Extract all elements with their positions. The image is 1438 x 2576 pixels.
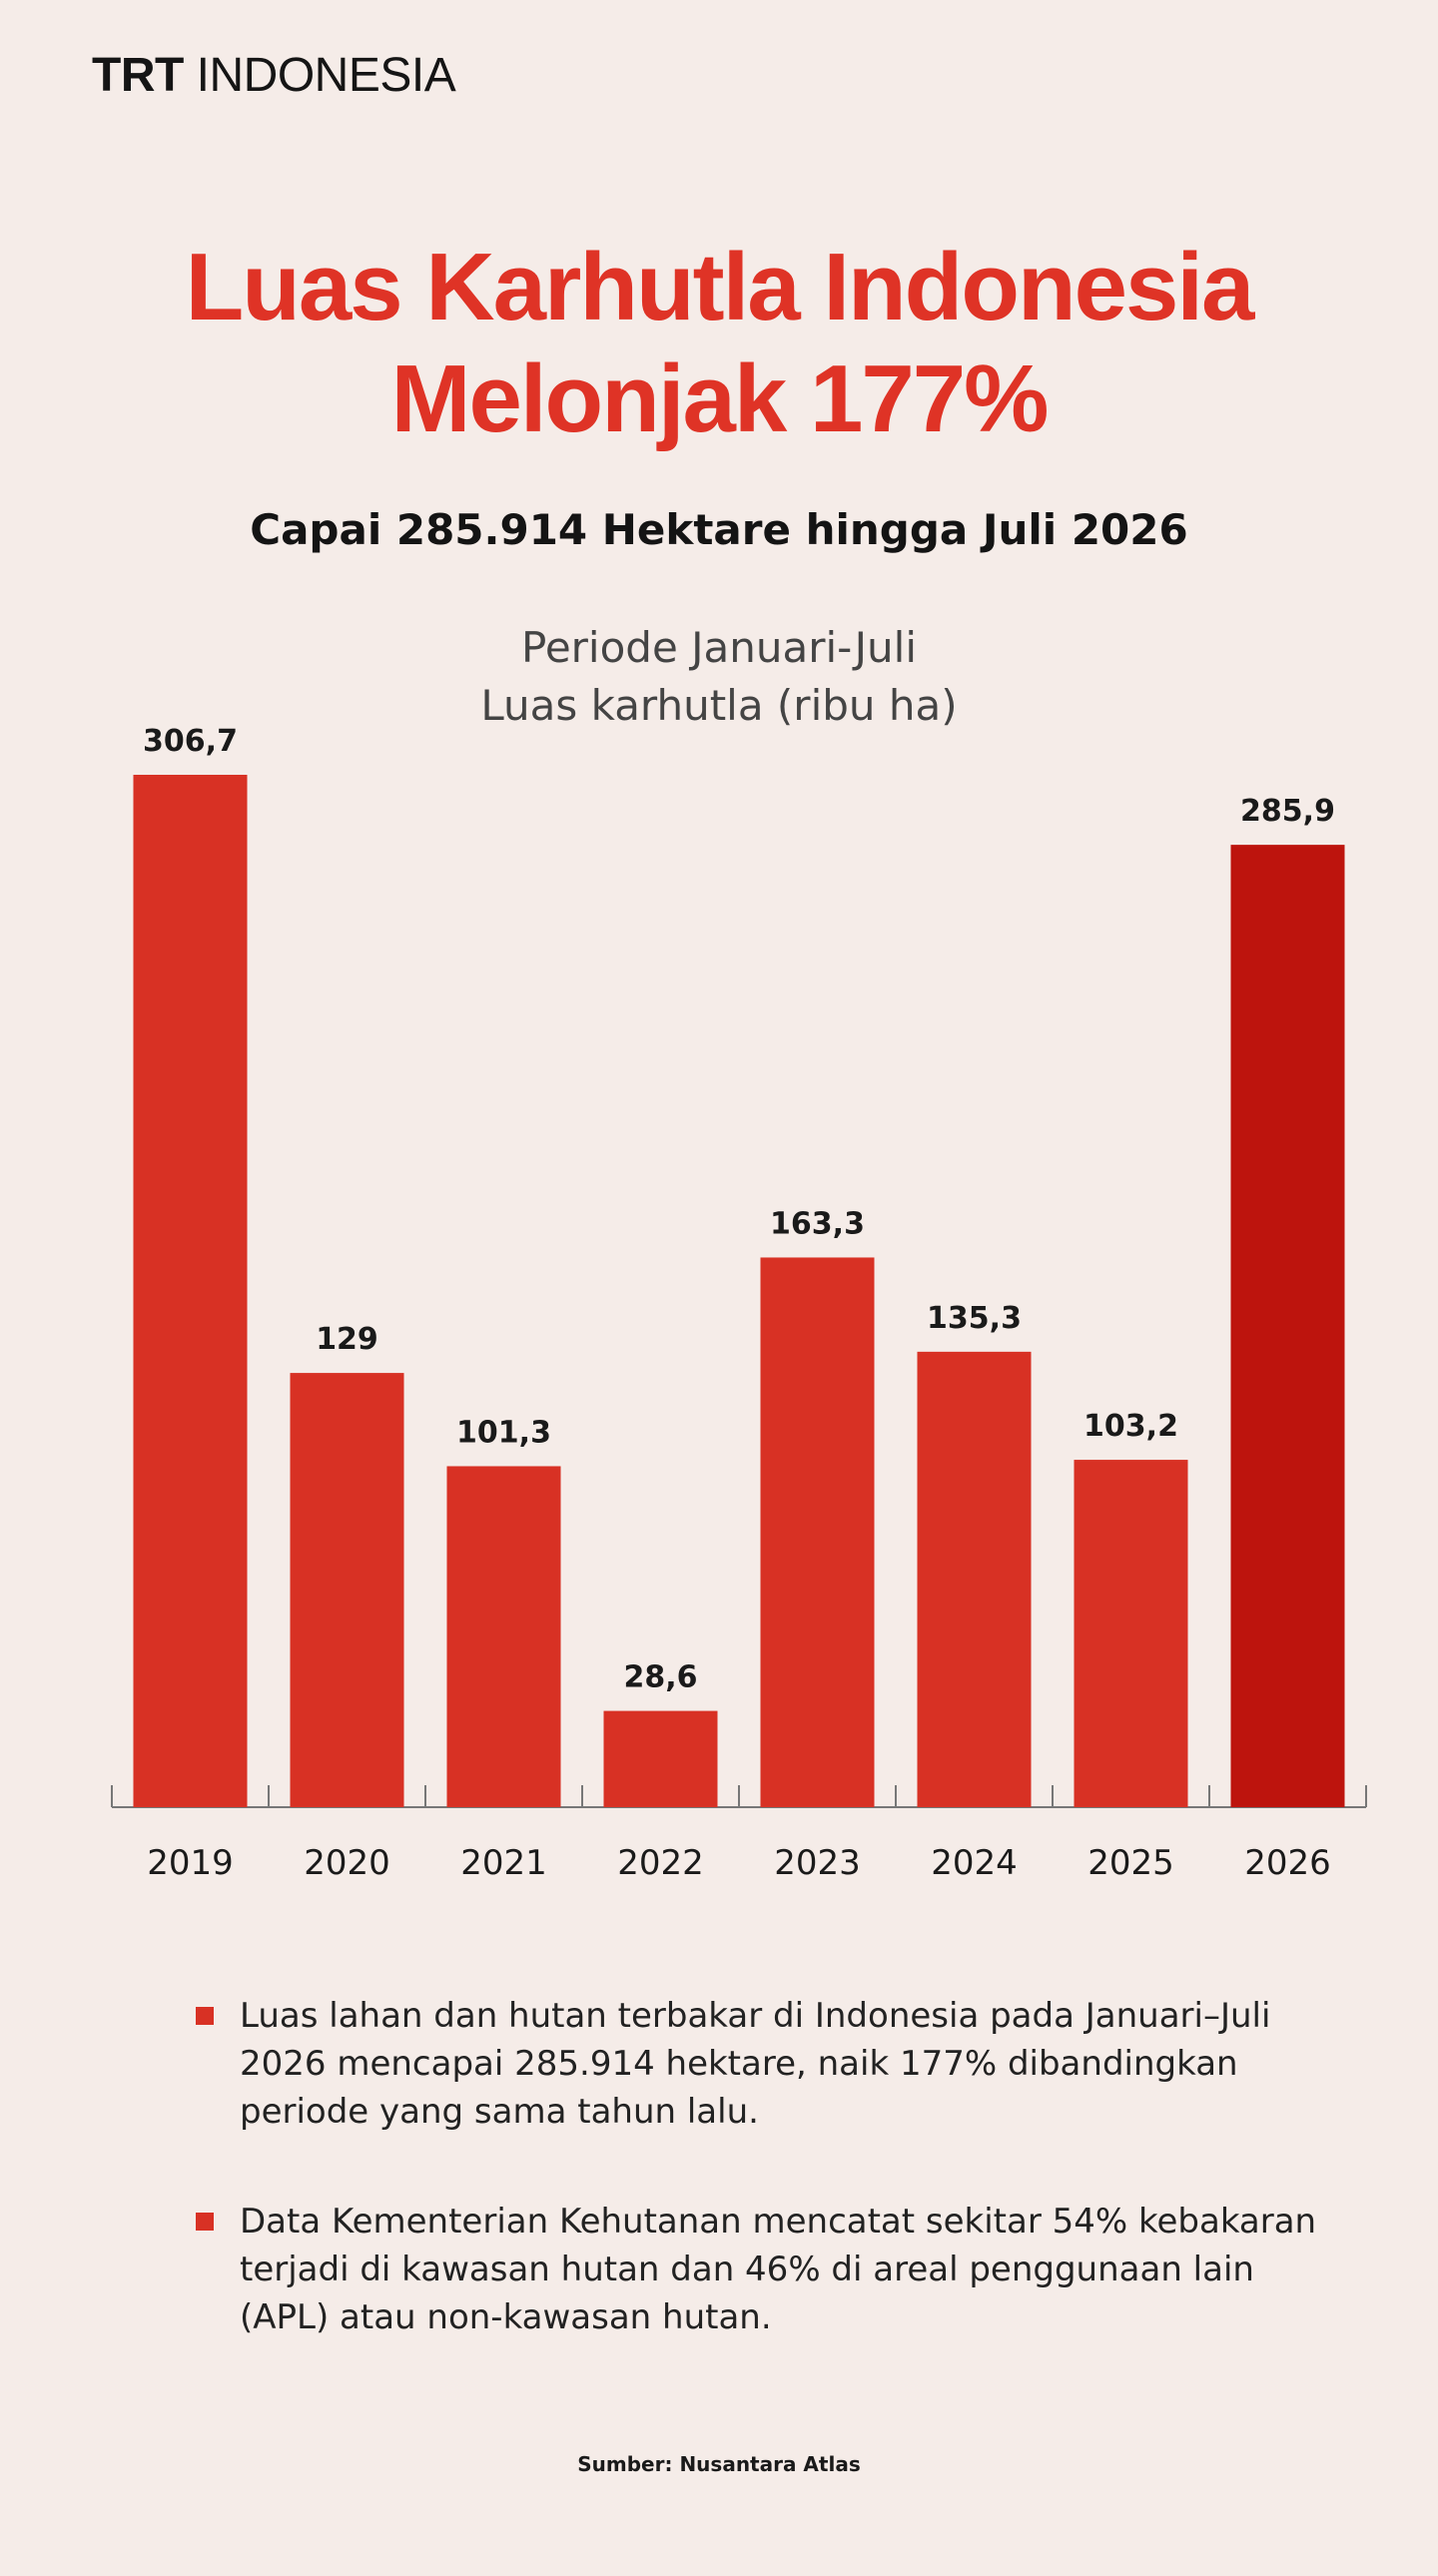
data-label-2020: 129 [316,1322,378,1357]
brand-logo: TRT INDONESIA [92,48,456,103]
bullet-text: Luas lahan dan hutan terbakar di Indones… [240,1996,1271,2132]
data-label-2024: 135,3 [927,1301,1022,1336]
bar-2019 [133,775,248,1807]
brand-name: TRT [92,49,184,102]
data-label-2021: 101,3 [456,1415,551,1450]
bar-2023 [760,1257,875,1807]
bullet-list: Luas lahan dan hutan terbakar di Indones… [196,1992,1344,2403]
x-tick-label-2026: 2026 [1244,1843,1331,1883]
x-tick-label-2024: 2024 [931,1843,1018,1883]
bar-2020 [290,1373,404,1807]
bar-chart: 306,7 2019 129 2020 101,3 2021 28,6 2022 163,3 20… [111,724,1367,1883]
bullet-text: Data Kementerian Kehutanan mencatat seki… [240,2202,1317,2337]
headline-line-1: Luas Karhutla Indonesia [185,234,1255,340]
x-tick-label-2019: 2019 [147,1843,234,1883]
x-tick-label-2023: 2023 [774,1843,861,1883]
headline-line-2: Melonjak 177% [390,345,1050,452]
bullet-square-icon [196,2007,214,2025]
x-tick-label-2025: 2025 [1087,1843,1174,1883]
data-label-2026: 285,9 [1240,794,1335,829]
x-tick-label-2020: 2020 [304,1843,390,1883]
headline: Luas Karhutla Indonesia Melonjak 177% [0,232,1438,455]
subheadline: Capai 285.914 Hektare hingga Juli 2026 [250,505,1188,554]
data-label-2019: 306,7 [143,724,238,759]
bar-2021 [446,1466,561,1807]
bullet-item: Luas lahan dan hutan terbakar di Indones… [196,1992,1344,2136]
source-note: Sumber: Nusantara Atlas [577,2452,861,2476]
data-label-2025: 103,2 [1083,1409,1178,1444]
bar-2025 [1074,1460,1188,1807]
x-tick-label-2021: 2021 [460,1843,547,1883]
chart-title-block: Periode Januari-Juli Luas karhutla (ribu… [0,619,1438,735]
brand-country: INDONESIA [196,49,456,102]
bullet-square-icon [196,2213,214,2231]
data-label-2023: 163,3 [770,1206,865,1241]
bar-2026 [1230,845,1345,1807]
bar-2022 [603,1710,718,1807]
x-tick-label-2022: 2022 [617,1843,704,1883]
chart-subtitle: Luas karhutla (ribu ha) [480,681,958,730]
data-label-2022: 28,6 [623,1660,697,1695]
bullet-item: Data Kementerian Kehutanan mencatat seki… [196,2198,1344,2341]
bar-2024 [917,1351,1032,1807]
chart-title: Periode Januari-Juli [520,623,918,672]
